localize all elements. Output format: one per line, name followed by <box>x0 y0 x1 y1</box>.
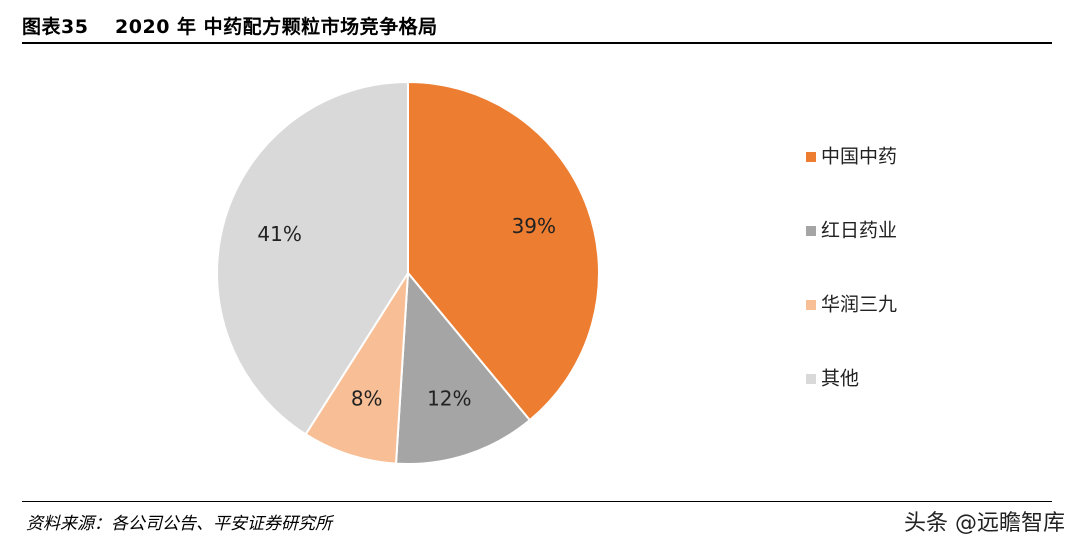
legend-swatch <box>806 152 816 162</box>
slice-value-label: 8% <box>351 387 383 411</box>
legend-swatch <box>806 226 816 236</box>
pie-slice <box>394 270 532 465</box>
slice-value-label: 41% <box>257 222 301 246</box>
title-rule <box>22 42 1052 44</box>
legend-label: 中国中药 <box>821 146 897 168</box>
slice-value-label: 12% <box>427 387 471 411</box>
pie-slice <box>304 272 409 465</box>
legend-swatch <box>806 300 816 310</box>
figure-title: 图表35 2020 年 中药配方颗粒市场竞争格局 <box>22 16 438 38</box>
source-rule <box>22 501 1052 502</box>
pie-value-labels: 39% 12% 8% 41% <box>257 214 556 410</box>
pie-slices <box>216 80 600 465</box>
legend-label: 华润三九 <box>821 294 897 316</box>
legend-swatch <box>806 374 816 384</box>
pie-slice <box>407 80 600 422</box>
slice-value-label: 39% <box>512 214 556 238</box>
legend-label: 其他 <box>821 368 859 390</box>
legend-label: 红日药业 <box>821 220 897 242</box>
source-note: 资料来源：各公司公告、平安证券研究所 <box>26 514 332 534</box>
pie-slice <box>216 80 409 436</box>
watermark: 头条 @远瞻智库 <box>900 505 1069 537</box>
